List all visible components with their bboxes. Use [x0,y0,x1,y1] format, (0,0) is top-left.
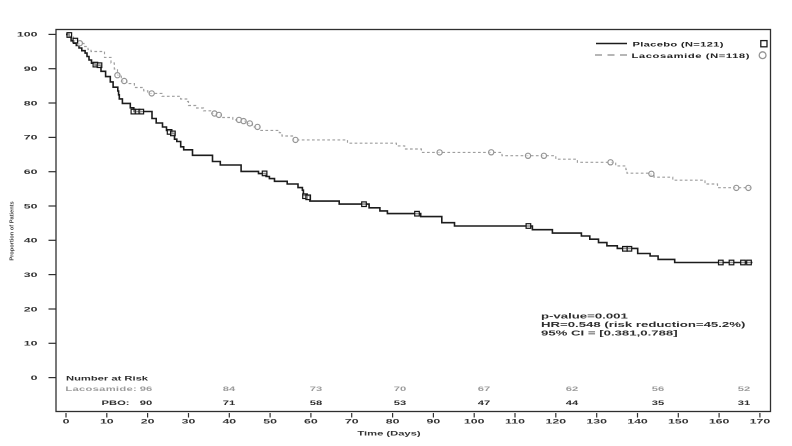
svg-text:71: 71 [223,399,235,406]
svg-text:Lacosamide (N=118): Lacosamide (N=118) [632,52,751,59]
svg-text:20: 20 [24,306,38,313]
svg-text:70: 70 [24,135,38,142]
svg-text:Placebo (N=121): Placebo (N=121) [633,41,724,48]
svg-text:70: 70 [345,418,359,425]
svg-text:20: 20 [141,418,155,425]
svg-text:150: 150 [668,418,689,425]
svg-text:90: 90 [427,418,441,425]
svg-text:10: 10 [100,418,114,425]
svg-text:10: 10 [24,340,38,347]
svg-text:73: 73 [310,385,322,392]
svg-text:160: 160 [709,418,730,425]
svg-text:40: 40 [222,418,236,425]
svg-text:60: 60 [304,418,318,425]
svg-text:100: 100 [17,32,38,39]
svg-text:50: 50 [263,418,277,425]
svg-text:84: 84 [223,385,237,392]
svg-text:HR=0.548 (risk reduction=45.2%: HR=0.548 (risk reduction=45.2%) [541,321,745,329]
svg-text:50: 50 [24,203,38,210]
svg-text:130: 130 [586,418,607,425]
svg-text:0: 0 [31,375,39,382]
svg-text:96: 96 [140,385,152,392]
svg-text:31: 31 [738,399,750,406]
svg-text:Lacosamide:: Lacosamide: [65,385,137,392]
svg-text:44: 44 [566,399,580,406]
svg-text:62: 62 [566,385,578,392]
svg-text:47: 47 [478,399,490,406]
svg-text:Number at Risk: Number at Risk [66,375,149,382]
svg-text:Proportion of Patients: Proportion of Patients [10,201,16,260]
svg-text:52: 52 [738,385,750,392]
svg-text:35: 35 [652,399,664,406]
svg-text:58: 58 [310,399,322,406]
svg-text:56: 56 [652,385,664,392]
svg-text:120: 120 [546,418,567,425]
svg-text:Time (Days): Time (Days) [357,430,420,437]
svg-text:30: 30 [24,272,38,279]
svg-text:90: 90 [140,399,152,406]
svg-text:140: 140 [627,418,648,425]
svg-text:110: 110 [505,418,526,425]
svg-text:170: 170 [750,418,771,425]
svg-text:80: 80 [24,100,38,107]
svg-text:80: 80 [386,418,400,425]
svg-text:67: 67 [478,385,490,392]
svg-text:PBO:: PBO: [102,399,130,406]
svg-text:p-value=0.001: p-value=0.001 [541,313,628,321]
svg-text:95% CI = [0.381,0.788]: 95% CI = [0.381,0.788] [541,330,678,338]
svg-text:30: 30 [182,418,196,425]
svg-text:70: 70 [394,385,406,392]
svg-text:100: 100 [464,418,485,425]
svg-text:53: 53 [394,399,406,406]
svg-text:0: 0 [63,418,71,425]
svg-text:90: 90 [24,66,38,73]
svg-text:60: 60 [24,169,38,176]
svg-text:40: 40 [24,237,38,244]
